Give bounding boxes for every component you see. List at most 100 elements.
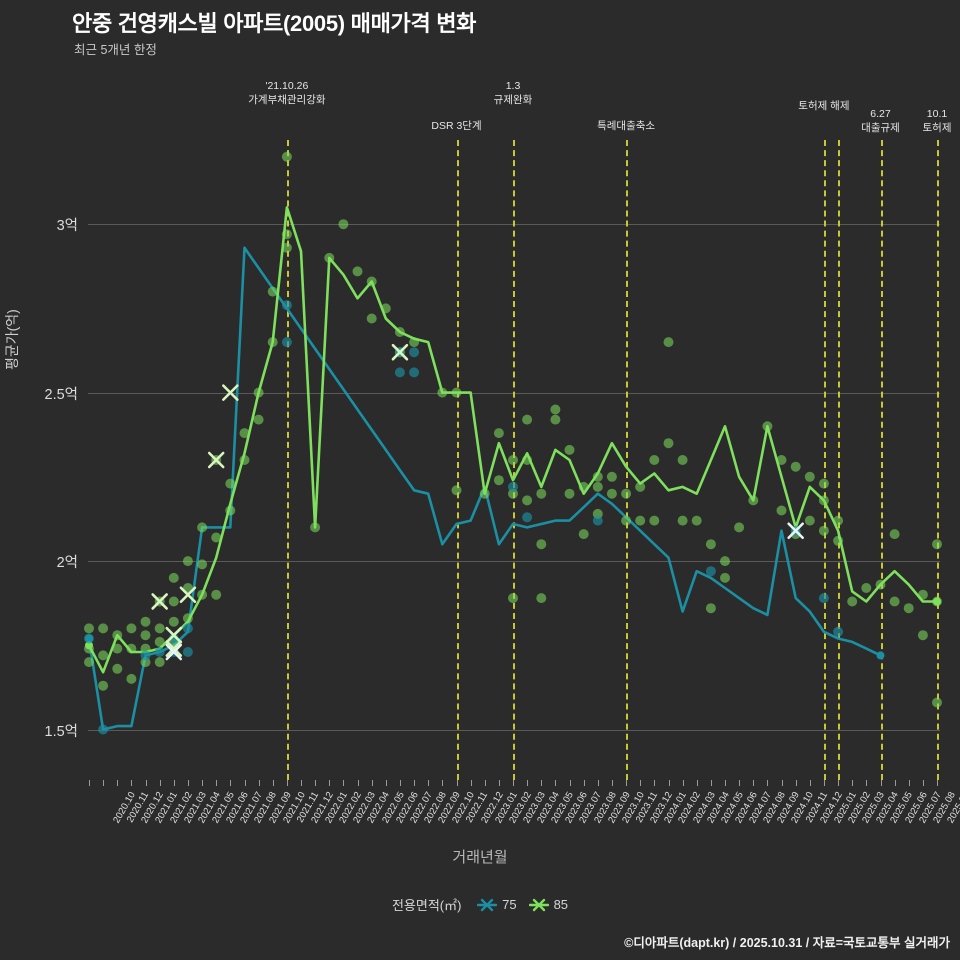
x-tick (117, 780, 119, 786)
data-point (592, 471, 603, 482)
data-point (691, 515, 702, 526)
x-tick (442, 780, 444, 786)
data-point (522, 455, 533, 465)
x-tick (258, 780, 260, 786)
event-annotation-label: 토허제 해제 (798, 100, 850, 112)
data-point (649, 515, 660, 526)
data-point (338, 219, 349, 230)
data-point (182, 623, 193, 634)
data-point (267, 286, 278, 297)
data-point (776, 455, 787, 465)
data-point (677, 455, 688, 465)
y-axis-label: 평균가(억) (4, 309, 20, 370)
data-point (833, 535, 844, 546)
data-point (663, 438, 674, 449)
data-point (409, 367, 420, 378)
data-point (903, 603, 914, 614)
x-tick (626, 780, 628, 786)
data-point (508, 455, 518, 465)
x-tick (498, 780, 500, 786)
y-tick-label: 2.5억 (44, 386, 79, 403)
legend-title: 전용면적(㎡) (391, 898, 462, 913)
x-tick (682, 780, 684, 786)
data-point (493, 475, 504, 486)
data-point (253, 387, 264, 398)
data-point (578, 481, 589, 492)
highlight-marker (151, 593, 168, 610)
x-tick (922, 780, 924, 786)
data-point (409, 347, 420, 358)
data-point (168, 596, 179, 607)
legend-marker-icon (476, 898, 498, 912)
event-annotation-label: DSR 3단계 (431, 120, 482, 132)
x-tick (173, 780, 175, 786)
x-tick (89, 780, 90, 786)
x-tick (244, 780, 246, 786)
data-point (140, 630, 151, 641)
x-tick (597, 780, 599, 786)
x-tick (555, 780, 557, 786)
plot-area: 1.5억 2억 2.5억 3억 2020.10 2020.11 2020.12 2021.0… (45, 140, 960, 825)
data-point (211, 589, 222, 600)
x-tick (527, 780, 529, 786)
legend-item-label: 85 (553, 897, 569, 913)
highlight-marker (165, 643, 183, 661)
x-tick (739, 780, 741, 786)
data-point (917, 630, 928, 641)
event-line (626, 140, 629, 780)
data-point (98, 724, 109, 735)
highlight-marker (165, 626, 183, 644)
data-point (126, 673, 137, 684)
x-tick (880, 780, 882, 786)
x-tick (781, 780, 783, 786)
x-tick (795, 780, 797, 786)
x-tick (470, 780, 472, 786)
x-tick (230, 780, 232, 786)
event-annotation-label: '21.10.26 가계부채관리강화 (248, 80, 326, 106)
data-point (564, 488, 575, 499)
data-point (253, 414, 264, 425)
x-tick (725, 780, 726, 786)
series-endpoint (876, 651, 885, 660)
legend-marker-icon (528, 898, 549, 912)
x-axis-label: 거래년월 (452, 849, 508, 866)
data-point (380, 303, 391, 314)
y-tick-label: 2억 (56, 555, 78, 572)
data-point (818, 478, 829, 489)
event-line (838, 140, 841, 780)
x-tick (385, 780, 387, 786)
data-point (112, 663, 123, 674)
highlight-marker (391, 343, 409, 361)
x-tick (301, 780, 302, 786)
x-tick (541, 780, 543, 786)
x-tick (428, 780, 430, 786)
data-point (154, 636, 165, 647)
data-point (281, 300, 292, 311)
data-point (84, 657, 94, 668)
data-point (606, 471, 617, 482)
data-point (168, 572, 179, 583)
data-point (833, 515, 844, 526)
legend-item-label: 75 (502, 897, 517, 913)
y-tick-label: 1.5억 (44, 723, 79, 740)
data-point (522, 512, 533, 523)
event-line (937, 140, 939, 780)
event-annotation-label: 6.27 대출규제 (861, 108, 900, 134)
x-tick (202, 780, 204, 786)
highlight-marker (179, 586, 197, 604)
x-tick (103, 780, 105, 786)
data-point (140, 650, 151, 661)
data-point (281, 337, 292, 348)
data-point (564, 444, 575, 455)
x-tick (696, 780, 698, 786)
data-point (267, 337, 278, 348)
x-tick (131, 780, 133, 786)
data-point (197, 522, 208, 533)
x-tick (767, 780, 769, 786)
data-point (225, 478, 236, 489)
data-point (536, 539, 547, 550)
data-point (932, 539, 942, 550)
data-point (804, 515, 815, 526)
data-point (84, 623, 94, 634)
data-point (394, 327, 405, 337)
